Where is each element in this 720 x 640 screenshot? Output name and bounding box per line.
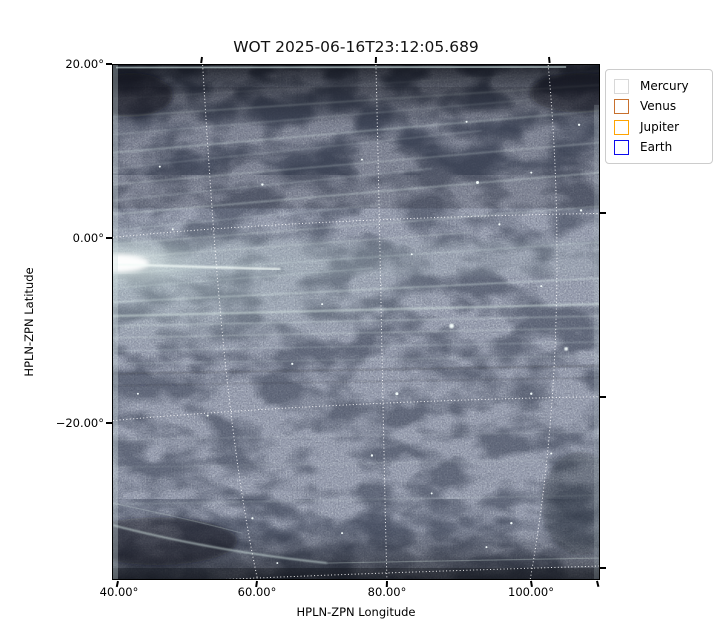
plot-area	[112, 64, 600, 580]
y-tick-mark	[106, 63, 112, 65]
right-tick-mark	[600, 567, 606, 569]
legend-label: Jupiter	[640, 119, 680, 134]
top-tick-mark	[200, 56, 203, 64]
earth-marker-icon	[614, 140, 629, 156]
heliospheric-image	[113, 65, 599, 579]
right-tick-mark	[600, 396, 606, 398]
flare	[113, 236, 281, 291]
x-tick-label: 60.00°	[237, 585, 277, 599]
legend-item-jupiter: Jupiter	[614, 117, 704, 138]
stars	[136, 120, 583, 565]
y-tick-label: 20.00°	[65, 57, 104, 71]
venus-marker-icon	[614, 99, 629, 115]
edge-bands	[113, 65, 599, 579]
x-tick-label: 100.00°	[508, 585, 554, 599]
jupiter-marker-icon	[614, 119, 629, 135]
top-tick-mark	[374, 56, 377, 64]
legend-label: Venus	[640, 99, 677, 114]
y-tick-mark	[106, 422, 112, 424]
x-tick-label: 40.00°	[99, 585, 139, 599]
y-tick-label: −20.00°	[55, 416, 104, 430]
legend-item-mercury: Mercury	[614, 76, 704, 97]
x-axis-label: HPLN-ZPN Longitude	[296, 605, 416, 619]
right-tick-mark	[600, 212, 606, 214]
plot-title: WOT 2025-06-16T23:12:05.689	[233, 38, 479, 56]
mercury-marker-icon	[614, 78, 629, 94]
legend-label: Earth	[640, 140, 673, 155]
legend-item-earth: Earth	[614, 138, 704, 159]
x-tick-label: 80.00°	[367, 585, 407, 599]
legend-item-venus: Venus	[614, 97, 704, 118]
y-tick-mark	[106, 237, 112, 239]
legend: Mercury Venus Jupiter Earth	[605, 69, 713, 164]
y-axis-label: HPLN-ZPN Latitude	[22, 267, 36, 377]
legend-label: Mercury	[640, 78, 689, 93]
y-tick-label: 0.00°	[72, 231, 104, 245]
graticule	[113, 65, 599, 579]
top-tick-mark	[548, 56, 551, 64]
x-tick-mark	[596, 580, 600, 588]
